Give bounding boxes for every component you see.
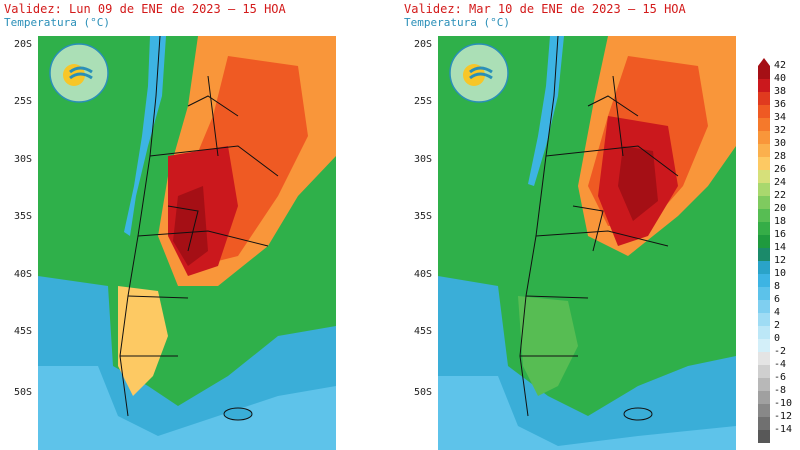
- colorbar-tick-label: -6: [774, 372, 787, 383]
- colorbar-segment: [758, 144, 770, 157]
- colorbar-segment: [758, 79, 770, 92]
- colorbar-segment: [758, 300, 770, 313]
- colorbar-tick-label: 8: [774, 281, 781, 292]
- colorbar-segment: [758, 430, 770, 443]
- lat-label: 35S: [414, 211, 433, 222]
- lat-label: 30S: [14, 154, 33, 165]
- smn-logo: [448, 42, 510, 104]
- colorbar-segment: [758, 235, 770, 248]
- variable-label: Temperatura (°C): [4, 16, 110, 29]
- patagonia-warm-area: [118, 286, 168, 396]
- colorbar-segment: [758, 66, 770, 79]
- ocean-cold-area: [438, 376, 736, 450]
- colorbar-tick-label: 32: [774, 125, 787, 136]
- colorbar-tick-label: 30: [774, 138, 787, 149]
- colorbar-segment: [758, 365, 770, 378]
- colorbar-segment: [758, 274, 770, 287]
- colorbar-segment: [758, 248, 770, 261]
- colorbar-segment: [758, 209, 770, 222]
- variable-label: Temperatura (°C): [404, 16, 510, 29]
- colorbar-tick-label: -12: [774, 411, 793, 422]
- lat-label: 45S: [414, 326, 433, 337]
- map-panel-left: Validez: Lun 09 de ENE de 2023 — 15 HOA …: [4, 2, 336, 450]
- lat-label: 50S: [14, 387, 33, 398]
- colorbar-segment: [758, 391, 770, 404]
- colorbar-segment: [758, 287, 770, 300]
- colorbar-segment: [758, 352, 770, 365]
- colorbar-segment: [758, 339, 770, 352]
- colorbar-tick-label: 42: [774, 60, 787, 71]
- colorbar-tick-label: -10: [774, 398, 793, 409]
- colorbar-tick-label: 34: [774, 112, 787, 123]
- colorbar-segment: [758, 326, 770, 339]
- map-panel-right: Validez: Mar 10 de ENE de 2023 — 15 HOA …: [400, 0, 800, 450]
- colorbar-tick-label: 16: [774, 229, 787, 240]
- colorbar-tick-label: 2: [774, 320, 781, 331]
- colorbar-top-arrow: [758, 58, 770, 66]
- colorbar-segment: [758, 92, 770, 105]
- province-borders: [119, 36, 279, 417]
- colorbar-segment: [758, 404, 770, 417]
- temperature-map: [438, 36, 736, 450]
- lat-label: 50S: [414, 387, 433, 398]
- colorbar-segment: [758, 378, 770, 391]
- malvinas-islands: [223, 407, 253, 421]
- ocean-cool-area: [438, 276, 736, 450]
- colorbar-tick-label: 38: [774, 86, 787, 97]
- lat-label: 45S: [14, 326, 33, 337]
- central-max-area: [618, 146, 658, 221]
- temperature-field: [38, 36, 336, 450]
- lat-label: 35S: [14, 211, 33, 222]
- colorbar-tick-label: 4: [774, 307, 781, 318]
- colorbar-segment: [758, 417, 770, 430]
- patagonia-area: [518, 296, 578, 396]
- colorbar-tick-label: 12: [774, 255, 787, 266]
- colorbar-segment: [758, 196, 770, 209]
- colorbar-segment: [758, 118, 770, 131]
- lat-label: 20S: [414, 39, 433, 50]
- colorbar-tick-label: -2: [774, 346, 787, 357]
- validity-label: Validez: Lun 09 de ENE de 2023 — 15 HOA: [4, 2, 286, 16]
- validity-label: Validez: Mar 10 de ENE de 2023 — 15 HOA: [404, 2, 686, 16]
- lat-label: 30S: [414, 154, 433, 165]
- malvinas-islands: [623, 407, 653, 421]
- colorbar-tick-label: 0: [774, 333, 781, 344]
- colorbar-tick-label: 36: [774, 99, 787, 110]
- smn-logo: [48, 42, 110, 104]
- colorbar-segment: [758, 157, 770, 170]
- lat-label: 20S: [14, 39, 33, 50]
- lat-label: 40S: [414, 269, 433, 280]
- ocean-cold-area: [38, 366, 336, 450]
- lat-label: 25S: [414, 96, 433, 107]
- colorbar-tick-label: -14: [774, 424, 793, 435]
- colorbar-tick-label: 6: [774, 294, 781, 305]
- colorbar-segment: [758, 131, 770, 144]
- colorbar-tick-label: 24: [774, 177, 787, 188]
- colorbar-segment: [758, 313, 770, 326]
- central-max-area: [173, 186, 208, 266]
- temperature-map: [38, 36, 336, 450]
- colorbar-segment: [758, 105, 770, 118]
- colorbar-tick-label: 22: [774, 190, 787, 201]
- colorbar-tick-label: 14: [774, 242, 787, 253]
- lat-label: 40S: [14, 269, 33, 280]
- province-borders: [519, 36, 679, 417]
- colorbar-segment: [758, 183, 770, 196]
- colorbar-segment: [758, 261, 770, 274]
- colorbar-tick-label: -4: [774, 359, 787, 370]
- colorbar-tick-label: 18: [774, 216, 787, 227]
- colorbar-segment: [758, 222, 770, 235]
- colorbar-tick-label: 40: [774, 73, 787, 84]
- temperature-field: [438, 36, 736, 450]
- colorbar-segment: [758, 170, 770, 183]
- colorbar-tick-label: 20: [774, 203, 787, 214]
- colorbar-tick-label: 28: [774, 151, 787, 162]
- andes-cold-strip: [124, 36, 166, 236]
- colorbar-tick-label: -8: [774, 385, 787, 396]
- colorbar-tick-label: 26: [774, 164, 787, 175]
- colorbar-tick-label: 10: [774, 268, 787, 279]
- lat-label: 25S: [14, 96, 33, 107]
